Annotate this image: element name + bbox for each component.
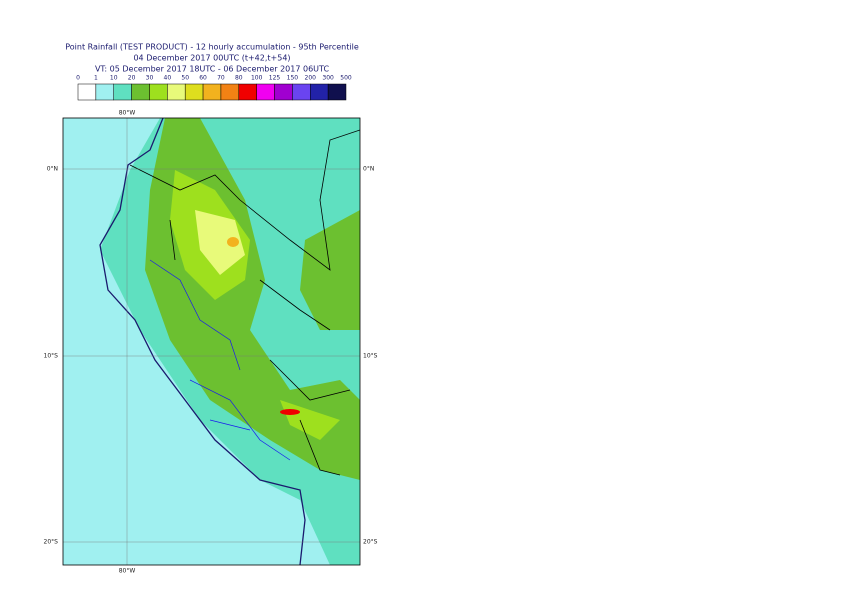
legend-swatch xyxy=(77,83,97,101)
borders xyxy=(129,129,360,476)
legend-tick-label: 10 xyxy=(110,75,118,82)
legend-tick-label: 150 xyxy=(287,75,299,82)
map xyxy=(63,118,360,565)
title: Point Rainfall (TEST PRODUCT) - 12 hourl… xyxy=(65,43,359,52)
legend-tick-label: 1 xyxy=(94,75,98,82)
regions xyxy=(149,259,291,461)
legend-tick-label: 0 xyxy=(76,75,80,82)
legend-tick-label: 200 xyxy=(305,75,317,82)
legend-swatch xyxy=(202,83,222,101)
legend-tick-label: 40 xyxy=(164,75,172,82)
lat-label: 10°S xyxy=(363,353,378,360)
legend-swatch xyxy=(149,83,168,101)
lon-label: 80°W xyxy=(119,110,136,117)
legend-tick-label: 125 xyxy=(269,75,281,82)
lat-label: 10°S xyxy=(44,353,59,360)
legend-tick-label: 50 xyxy=(181,75,189,82)
lat-label: 20°S xyxy=(363,539,378,546)
legend-swatch xyxy=(184,83,204,101)
legend-swatch xyxy=(95,83,114,101)
rain-lightyellow xyxy=(195,210,245,275)
rain-red xyxy=(280,409,300,415)
legend-swatch xyxy=(292,83,311,101)
lon-label: 80°W xyxy=(119,568,136,575)
legend-tick-label: 80 xyxy=(235,75,243,82)
rain-orange xyxy=(227,237,239,247)
lat-label: 20°S xyxy=(44,539,59,546)
legend-tick-label: 30 xyxy=(146,75,154,82)
legend-swatch xyxy=(167,83,186,101)
legend-tick-label: 60 xyxy=(199,75,207,82)
legend-swatch xyxy=(131,83,150,101)
legend-swatch xyxy=(310,83,329,101)
legend-swatch xyxy=(327,83,347,101)
legend: 0 1 10 20 30 40 50 60 70 80 100 125 150 200 300 500 xyxy=(76,75,352,101)
lat-label: 0°N xyxy=(363,166,374,173)
legend-swatch xyxy=(238,83,257,101)
legend-tick-label: 300 xyxy=(322,75,334,82)
legend-tick-label: 70 xyxy=(217,75,225,82)
legend-swatch xyxy=(220,83,240,101)
map-frame xyxy=(62,117,361,566)
legend-swatch xyxy=(256,83,275,101)
coastline xyxy=(99,118,306,565)
valid-time: VT: 05 December 2017 18UTC - 06 December… xyxy=(95,65,329,74)
base-time: 04 December 2017 00UTC (t+42,t+54) xyxy=(133,54,290,63)
legend-swatch xyxy=(274,83,293,101)
legend-swatch xyxy=(113,83,132,101)
lat-label: 0°N xyxy=(47,166,58,173)
legend-tick-label: 100 xyxy=(251,75,263,82)
legend-tick-label: 500 xyxy=(340,75,352,82)
legend-tick-label: 20 xyxy=(128,75,136,82)
ocean xyxy=(63,118,330,565)
